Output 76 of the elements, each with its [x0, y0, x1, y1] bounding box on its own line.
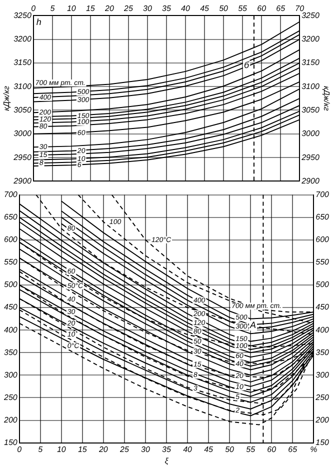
- x-tick-label: 60: [267, 444, 277, 454]
- x-tick-label: 40: [183, 444, 193, 454]
- x-tick-label: 10: [56, 444, 66, 454]
- x2-tick-label: 25: [123, 4, 134, 14]
- x2-tick-label: 5: [50, 4, 56, 14]
- y2-tick-label: 2900: [300, 176, 320, 186]
- y2-tick-label: 450: [316, 302, 330, 312]
- x2-tick-label: 70: [295, 4, 305, 14]
- x-tick-label: 0: [17, 444, 22, 454]
- x2-tick-label: 45: [200, 4, 210, 14]
- y-tick-label: 2900: [12, 176, 32, 186]
- y2-tick-label: 3100: [302, 82, 320, 91]
- y2-tick-label: 3200: [302, 34, 320, 44]
- y-tick-label: 600: [4, 235, 18, 244]
- annotation: б: [244, 60, 250, 70]
- x-tick-label: 50: [225, 444, 235, 454]
- y-tick-label: 200: [2, 415, 18, 424]
- x2-tick-label: 65: [276, 4, 286, 14]
- y-tick-label: 2950: [12, 152, 32, 162]
- annotation: A: [248, 320, 256, 330]
- x2-tick-label: 30: [143, 4, 152, 14]
- y2-tick-label: 3250: [302, 10, 320, 20]
- y2-tick-label: 500: [316, 280, 330, 290]
- y-tick-label: 3150: [14, 58, 32, 68]
- y2-tick-label: 600: [316, 235, 330, 244]
- x-tick-label: 65: [288, 444, 298, 454]
- y-axis-title: кДж/кг: [2, 86, 12, 111]
- x2-tick-label: 20: [104, 4, 114, 14]
- y2-tick-label: 250: [314, 392, 330, 402]
- x2-tick-label: 40: [181, 4, 191, 14]
- y-tick-label: 300: [4, 370, 18, 380]
- y-tick-label: 350: [4, 348, 18, 357]
- x-tick-label: %: [310, 444, 318, 454]
- y-tick-label: 3200: [14, 34, 32, 44]
- y2-tick-label: 3000: [302, 129, 320, 138]
- y-tick-label: 650: [4, 212, 18, 222]
- y-tick-label: 450: [4, 302, 18, 312]
- y-tick-label: 500: [4, 280, 18, 290]
- y2-axis-title: кДж/кг: [322, 86, 331, 111]
- y-tick-label: 700: [4, 190, 18, 200]
- annotation: h: [36, 17, 42, 28]
- y2-tick-label: 150: [316, 438, 330, 448]
- y-tick-label: 3100: [14, 82, 32, 91]
- y2-tick-label: 350: [316, 348, 330, 357]
- y2-tick-label: 650: [316, 212, 330, 222]
- x-tick-label: 15: [78, 444, 88, 454]
- x2-tick-label: 55: [238, 4, 248, 14]
- x-tick-label: 35: [162, 444, 172, 454]
- x-tick-label: 5: [38, 444, 44, 454]
- x-tick-label: 20: [98, 444, 108, 454]
- x-tick-label: 25: [119, 444, 130, 454]
- y-tick-label: 400: [4, 325, 18, 334]
- x-axis-title: ξ: [164, 456, 169, 466]
- y2-tick-label: 3050: [302, 105, 320, 114]
- y2-tick-label: 2950: [300, 152, 320, 162]
- x2-tick-label: 50: [219, 4, 229, 14]
- y2-tick-label: 550: [316, 258, 330, 267]
- y-tick-label: 3250: [14, 10, 32, 20]
- y-tick-label: 150: [4, 438, 18, 448]
- x-tick-label: 55: [246, 444, 256, 454]
- y2-tick-label: 700: [316, 190, 330, 200]
- x-tick-label: 30: [141, 444, 150, 454]
- y2-tick-label: 400: [316, 325, 330, 334]
- x2-tick-label: 10: [66, 4, 76, 14]
- y2-tick-label: 300: [316, 370, 330, 380]
- x-tick-label: 45: [204, 444, 214, 454]
- y-tick-label: 550: [4, 258, 18, 267]
- y-tick-label: 3050: [14, 105, 32, 114]
- y-tick-label: 250: [2, 392, 18, 402]
- x2-tick-label: 35: [162, 4, 172, 14]
- x2-tick-label: 60: [257, 4, 267, 14]
- y2-tick-label: 3150: [302, 58, 320, 68]
- x2-tick-label: 15: [86, 4, 96, 14]
- y-tick-label: 3000: [14, 129, 32, 138]
- x2-tick-label: 0: [31, 4, 36, 14]
- y2-tick-label: 200: [314, 415, 330, 424]
